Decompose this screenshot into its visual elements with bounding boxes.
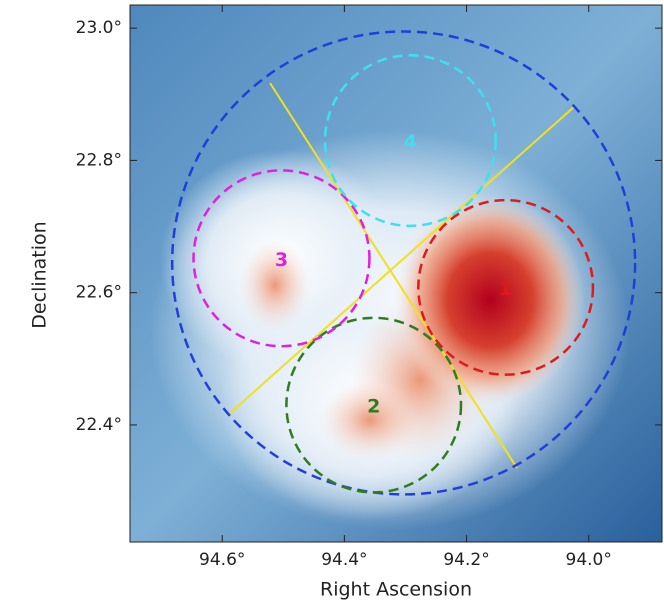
x-tick-label: 94.6° <box>199 550 245 570</box>
y-tick-label: 22.4° <box>76 415 122 435</box>
region-label: 3 <box>275 249 288 271</box>
x-axis-label: Right Ascension <box>320 579 472 601</box>
x-tick-label: 94.0° <box>566 550 612 570</box>
x-tick-label: 94.2° <box>443 550 489 570</box>
region-label: 1 <box>499 278 512 300</box>
y-tick-label: 22.8° <box>76 150 122 170</box>
x-tick-label: 94.4° <box>321 550 367 570</box>
region-label: 4 <box>404 131 417 153</box>
chart: Right Ascension Declination 94.6° 94.4° 94… <box>0 0 664 604</box>
y-tick-label: 22.6° <box>76 283 122 303</box>
y-axis-label: Declination <box>29 221 51 328</box>
y-tick-label: 23.0° <box>76 18 122 38</box>
sky-image <box>130 5 662 542</box>
region-label: 2 <box>367 396 380 418</box>
